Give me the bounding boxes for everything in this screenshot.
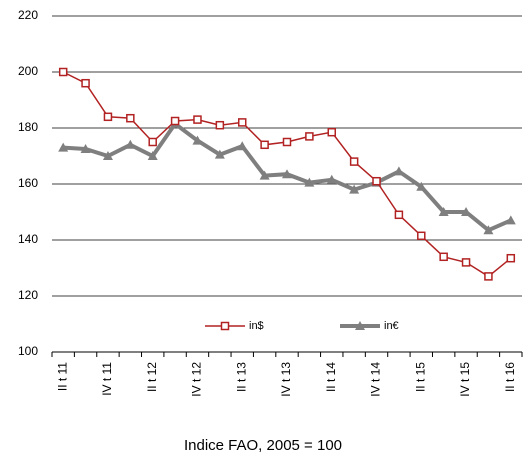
point: [102, 151, 113, 160]
point: [126, 113, 135, 123]
point: [282, 137, 292, 147]
point: [259, 170, 270, 180]
x-tick-label: IV t 13: [279, 362, 293, 397]
point: [484, 272, 493, 281]
x-tick-label: II t 12: [145, 362, 159, 392]
x-tick-label: II t 16: [503, 362, 517, 392]
point: [220, 321, 230, 331]
point: [304, 177, 315, 187]
legend-label: in$: [249, 320, 264, 332]
point: [416, 181, 427, 191]
point: [506, 253, 516, 263]
y-tick-label: 120: [18, 288, 38, 302]
point: [394, 210, 404, 220]
x-tick-label: IV t 15: [458, 362, 472, 397]
point: [103, 112, 113, 122]
x-axis-label: Indice FAO, 2005 = 100: [184, 437, 342, 454]
y-tick-label: 100: [18, 344, 38, 358]
point: [505, 215, 516, 225]
y-tick-label: 180: [18, 120, 38, 134]
y-tick-label: 220: [18, 8, 38, 22]
point: [237, 141, 248, 151]
x-tick-label: IV t 11: [100, 362, 114, 396]
point: [214, 149, 225, 159]
point: [58, 142, 69, 152]
x-tick-label: II t 14: [324, 362, 338, 392]
point: [148, 137, 157, 147]
point: [372, 176, 381, 186]
point: [192, 135, 203, 145]
point: [439, 252, 448, 262]
point: [327, 127, 337, 137]
x-tick-label: II t 15: [413, 362, 427, 392]
point: [260, 140, 269, 150]
point: [355, 321, 365, 330]
point: [461, 258, 471, 267]
point: [305, 132, 314, 141]
point: [147, 151, 158, 160]
x-tick-label: IV t 14: [369, 362, 383, 397]
legend-label: in€: [384, 320, 399, 332]
point: [80, 144, 91, 153]
x-tick-label: II t 11: [55, 362, 69, 391]
point: [417, 231, 426, 241]
x-tick-label: IV t 12: [190, 362, 204, 397]
point: [326, 174, 337, 184]
point: [237, 118, 247, 127]
point: [349, 157, 359, 166]
point: [215, 120, 225, 130]
point: [438, 207, 449, 216]
point: [282, 169, 292, 179]
point: [461, 207, 472, 216]
y-tick-label: 160: [18, 176, 38, 190]
y-tick-label: 140: [18, 232, 38, 246]
x-tick-label: II t 13: [234, 362, 248, 392]
point: [193, 115, 202, 124]
point: [349, 184, 360, 194]
point: [393, 166, 404, 176]
point: [58, 67, 68, 77]
point: [170, 116, 180, 126]
point: [81, 78, 90, 88]
point: [125, 139, 136, 149]
point: [483, 225, 494, 235]
y-tick-label: 200: [18, 64, 38, 78]
